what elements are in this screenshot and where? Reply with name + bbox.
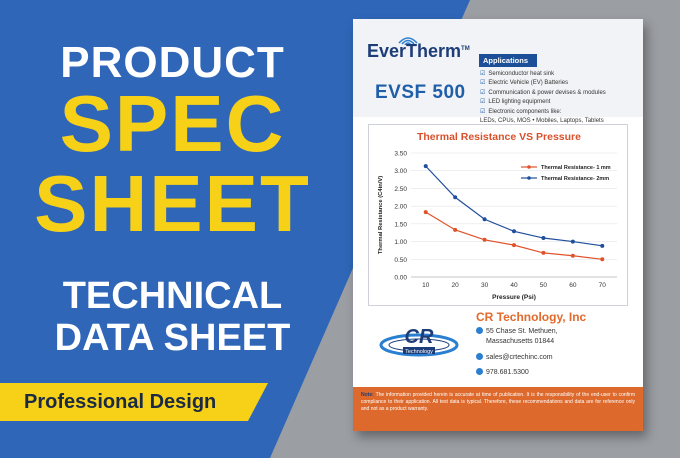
company-address: 55 Chase St. Methuen, Massachusetts 0184…: [476, 327, 558, 347]
model-number: EVSF 500: [375, 82, 466, 104]
footer-note: Note: The information provided herein is…: [353, 387, 643, 431]
x-axis-label: Pressure (Psi): [492, 294, 536, 301]
x-tick-label: 10: [422, 282, 430, 289]
list-item: ☑ Communication & power devises & modules: [480, 89, 606, 98]
series-line: [426, 212, 603, 259]
x-tick-label: 20: [452, 282, 460, 289]
headline-technical: TECHNICAL: [0, 276, 345, 316]
y-tick-label: 1.50: [394, 221, 407, 228]
x-tick-label: 60: [569, 282, 577, 289]
applications-list: ☑ Semiconductor heat sink ☑ Electric Vehic…: [480, 70, 606, 126]
legend-marker: [527, 176, 531, 180]
data-point: [600, 257, 604, 261]
check-icon: ☑: [480, 99, 485, 105]
x-tick-label: 30: [481, 282, 489, 289]
y-axis-label: Thermal Resistance (C4in/V): [378, 176, 384, 254]
check-icon: ☑: [480, 71, 485, 77]
sheet-header: EverThermTM EVSF 500 Applications ☑ Semic…: [353, 19, 643, 117]
professional-design-badge: Professional Design: [0, 383, 268, 421]
data-point: [483, 238, 487, 242]
company-name: CR Technology, Inc: [476, 310, 586, 324]
email-icon: [476, 353, 483, 360]
badge-label: Professional Design: [24, 391, 216, 414]
headline-spec: SPEC: [0, 84, 345, 164]
data-point: [600, 244, 604, 248]
x-tick-label: 40: [510, 282, 518, 289]
data-point: [424, 164, 428, 168]
y-tick-label: 2.00: [394, 204, 407, 211]
data-point: [512, 243, 516, 247]
legend-marker: [527, 165, 531, 169]
cr-logo-text: CR: [405, 326, 434, 348]
headline-sheet: SHEET: [0, 164, 345, 244]
data-point: [512, 229, 516, 233]
x-tick-label: 70: [599, 282, 607, 289]
data-point: [453, 195, 457, 199]
data-point: [571, 240, 575, 244]
list-item: ☑ Electronic components like:: [480, 108, 606, 117]
check-icon: ☑: [480, 109, 485, 115]
cr-technology-logo: CR Technology: [379, 321, 459, 361]
company-email[interactable]: sales@crtechinc.com: [476, 353, 553, 363]
data-point: [541, 251, 545, 255]
chart-plot: 0.00 0.50 1.00 1.50 2.00 2.50 3.00 3.50 10 20 30 40…: [369, 125, 629, 307]
y-tick-label: 2.50: [394, 186, 407, 193]
data-point: [453, 228, 457, 232]
location-icon: [476, 327, 483, 334]
legend-label: Thermal Resistance- 2mm: [541, 176, 609, 182]
y-tick-label: 3.00: [394, 168, 407, 175]
thermal-chart: Thermal Resistance VS Pressure 0.00 0.50 1…: [368, 124, 628, 306]
cr-logo-sub: Technology: [405, 349, 433, 355]
phone-icon: [476, 368, 483, 375]
list-item: ☑ Electric Vehicle (EV) Batteries: [480, 79, 606, 88]
data-point: [424, 210, 428, 214]
y-tick-label: 0.00: [394, 275, 407, 282]
logo-tm: TM: [461, 46, 470, 52]
data-point: [483, 217, 487, 221]
y-tick-label: 1.00: [394, 239, 407, 246]
logo-text: EverTherm: [367, 41, 461, 61]
list-item: ☑ LED lighting equipment: [480, 98, 606, 107]
y-tick-label: 0.50: [394, 257, 407, 264]
x-tick-label: 50: [540, 282, 548, 289]
note-text: Note: The information provided herein is…: [361, 392, 635, 413]
headline-data-sheet: DATA SHEET: [0, 318, 345, 358]
applications-label: Applications: [479, 54, 537, 67]
evertherm-logo: EverThermTM: [367, 41, 470, 62]
data-point: [571, 254, 575, 258]
y-tick-label: 3.50: [394, 151, 407, 158]
check-icon: ☑: [480, 80, 485, 86]
list-item: ☑ Semiconductor heat sink: [480, 70, 606, 79]
legend-label: Thermal Resistance- 1 mm: [541, 165, 611, 171]
data-point: [541, 236, 545, 240]
company-phone: 978.681.5300: [476, 368, 529, 378]
spec-sheet-document: EverThermTM EVSF 500 Applications ☑ Semic…: [353, 19, 643, 431]
check-icon: ☑: [480, 90, 485, 96]
